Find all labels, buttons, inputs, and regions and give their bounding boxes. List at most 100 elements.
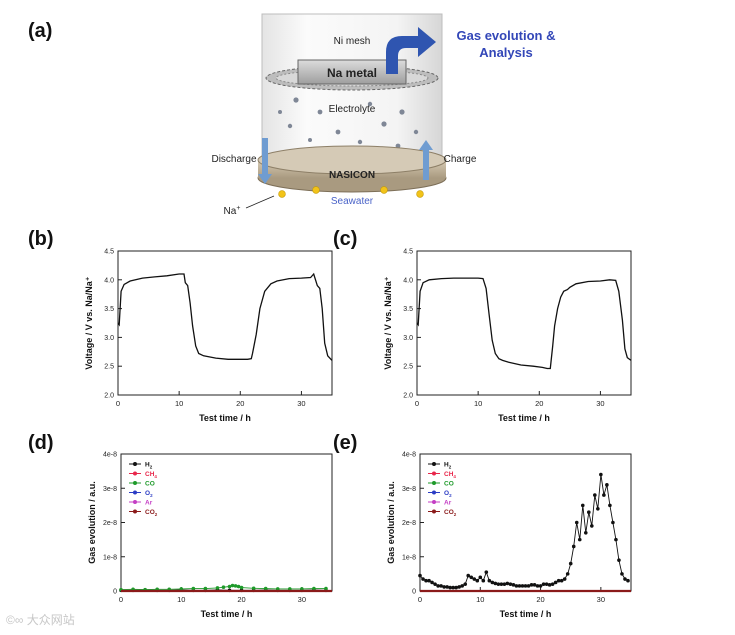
legend-marker xyxy=(432,471,436,476)
data-point-H2 xyxy=(436,584,440,588)
data-point-H2 xyxy=(538,584,543,588)
y-tick-label: 3e-8 xyxy=(103,486,117,493)
sodium-ions xyxy=(278,186,424,198)
data-point-CO xyxy=(236,584,241,589)
x-tick-label: 20 xyxy=(237,595,245,604)
gas-evolution-title-line1: Gas evolution & xyxy=(457,28,556,43)
data-point-H2 xyxy=(418,573,422,578)
legend-marker xyxy=(133,490,137,495)
legend-label: CO2 xyxy=(444,509,457,517)
legend-marker xyxy=(432,500,436,504)
y-tick-label: 1e-8 xyxy=(402,554,416,561)
x-axis-label: Test time / h xyxy=(201,609,253,619)
data-point-H2 xyxy=(623,577,627,581)
data-point-H2 xyxy=(529,583,534,587)
x-tick-label: 10 xyxy=(177,595,185,604)
x-tick-label: 10 xyxy=(474,399,482,408)
data-point-CO xyxy=(324,586,328,591)
x-tick-label: 30 xyxy=(597,595,605,604)
data-point-H2 xyxy=(463,582,468,586)
data-point-H2 xyxy=(514,584,519,588)
data-point-H2 xyxy=(478,575,483,580)
data-point-H2 xyxy=(460,584,464,588)
data-point-CO xyxy=(227,584,232,589)
y-tick-label: 1e-8 xyxy=(103,554,117,561)
data-point-CO xyxy=(263,586,268,591)
data-point-H2 xyxy=(487,578,492,583)
data-point-H2 xyxy=(430,580,434,585)
y-tick-label: 3.0 xyxy=(403,335,413,342)
data-point-H2 xyxy=(593,493,597,497)
legend-marker xyxy=(432,462,436,466)
y-tick-label: 2.0 xyxy=(403,393,413,400)
legend-label: H2 xyxy=(145,462,153,470)
data-point-H2 xyxy=(445,585,449,589)
data-point-H2 xyxy=(608,503,612,508)
na-ion-label: Na+ xyxy=(224,205,241,217)
data-point-H2 xyxy=(496,582,501,586)
data-point-H2 xyxy=(448,585,452,590)
chart-gas-e: 0 10 20 30 0 1e-8 2e-8 3e-8 4e-8 Test time / h Gas… xyxy=(386,452,632,619)
series-line-voltage xyxy=(117,272,333,361)
legend-label: Ar xyxy=(145,500,153,507)
data-point-H2 xyxy=(508,582,513,586)
legend-label: Ar xyxy=(444,500,452,507)
legend-label: H2 xyxy=(444,462,452,470)
gas-evolution-title-line2: Analysis xyxy=(479,45,532,60)
data-point-H2 xyxy=(493,581,498,586)
data-point-CO xyxy=(215,586,220,590)
charge-label: Charge xyxy=(444,154,477,165)
data-point-H2 xyxy=(466,573,471,578)
plot-frame xyxy=(416,250,632,396)
na-metal-label: Na metal xyxy=(327,66,377,80)
data-point-H2 xyxy=(523,584,528,588)
y-tick-label: 4e-8 xyxy=(103,452,117,459)
data-point-H2 xyxy=(532,583,537,587)
data-point-H2 xyxy=(583,530,588,535)
data-point-H2 xyxy=(541,582,546,586)
x-tick-label: 20 xyxy=(236,399,244,408)
x-tick-label: 30 xyxy=(298,595,306,604)
legend-label: CH4 xyxy=(145,471,157,479)
panel-label-b: (b) xyxy=(28,228,54,250)
data-point-H2 xyxy=(421,577,425,581)
chart-voltage-c: 0 10 20 30 2.0 2.5 3.0 3.5 4.0 4.5 Test time / h Vo… xyxy=(383,249,632,423)
data-point-H2 xyxy=(620,572,624,576)
y-tick-label: 0 xyxy=(412,589,416,596)
y-tick-label: 3e-8 xyxy=(402,486,416,493)
data-point-H2 xyxy=(520,584,525,588)
x-tick-label: 20 xyxy=(535,399,543,408)
ni-mesh-label: Ni mesh xyxy=(334,36,371,47)
discharge-label: Discharge xyxy=(211,154,256,165)
data-point-H2 xyxy=(596,507,600,511)
data-point-H2 xyxy=(562,577,567,581)
y-axis-label: Gas evolution / a.u. xyxy=(87,481,97,564)
x-tick-label: 0 xyxy=(418,595,422,604)
data-point-H2 xyxy=(577,537,582,542)
gas-evolution-arrow xyxy=(386,27,436,74)
discharge-arrow xyxy=(258,138,272,184)
y-tick-label: 2.5 xyxy=(104,364,114,371)
data-point-H2 xyxy=(571,544,576,549)
data-point-CO xyxy=(300,587,304,591)
y-tick-label: 2.0 xyxy=(104,393,114,400)
panel-label-c: (c) xyxy=(333,228,358,250)
data-point-H2 xyxy=(481,578,486,583)
y-tick-label: 3.5 xyxy=(403,306,413,313)
y-tick-label: 4.0 xyxy=(104,277,114,284)
seawater-label: Seawater xyxy=(331,196,374,207)
y-tick-label: 4.5 xyxy=(104,249,114,256)
series-line-voltage xyxy=(416,277,632,370)
data-point-H2 xyxy=(490,580,495,585)
data-point-H2 xyxy=(502,582,507,586)
data-point-H2 xyxy=(614,537,618,542)
data-point-H2 xyxy=(559,578,564,583)
x-axis-label: Test time / h xyxy=(199,413,251,423)
data-point-H2 xyxy=(505,581,510,586)
charge-arrow xyxy=(419,140,433,180)
data-point-H2 xyxy=(517,584,522,588)
y-axis-label: Voltage / V vs. Na/Na⁺ xyxy=(383,276,393,369)
data-point-H2 xyxy=(457,585,461,589)
data-point-CO xyxy=(203,586,208,591)
y-tick-label: 4.5 xyxy=(403,249,413,256)
